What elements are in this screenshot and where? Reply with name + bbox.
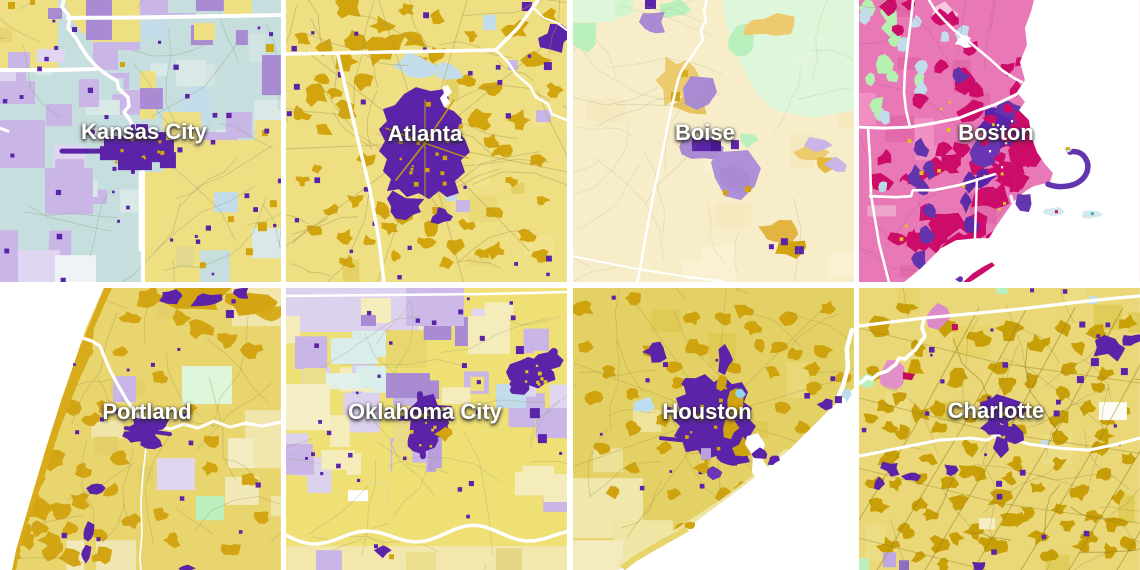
svg-text:Charlotte: Charlotte [948,398,1044,423]
svg-text:Atlanta: Atlanta [388,121,463,146]
svg-text:Boston: Boston [958,120,1034,145]
svg-text:Portland: Portland [102,399,191,424]
svg-text:Boise: Boise [675,120,735,145]
svg-text:Kansas City: Kansas City [81,119,208,144]
svg-text:Oklahoma City: Oklahoma City [348,399,503,424]
svg-text:Houston: Houston [662,399,751,424]
